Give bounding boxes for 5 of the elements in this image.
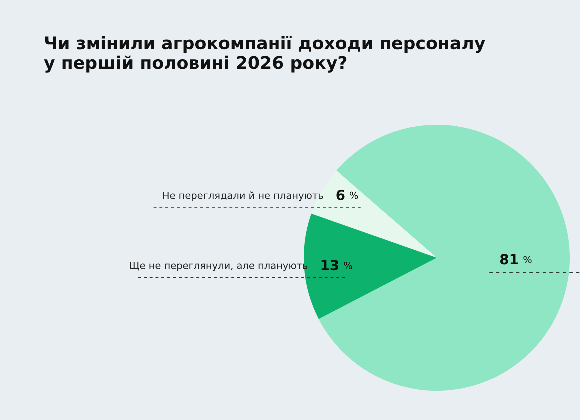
data-label: 6 % [336, 190, 358, 200]
data-label: 81 % [500, 254, 532, 265]
data-label: 13 % [322, 260, 352, 271]
chart-title: Чи змінили агрокомпанії доходи персоналу у першій половині 2026 року? [44, 36, 486, 73]
slice-label: Не переглядали й не планують [163, 192, 324, 202]
